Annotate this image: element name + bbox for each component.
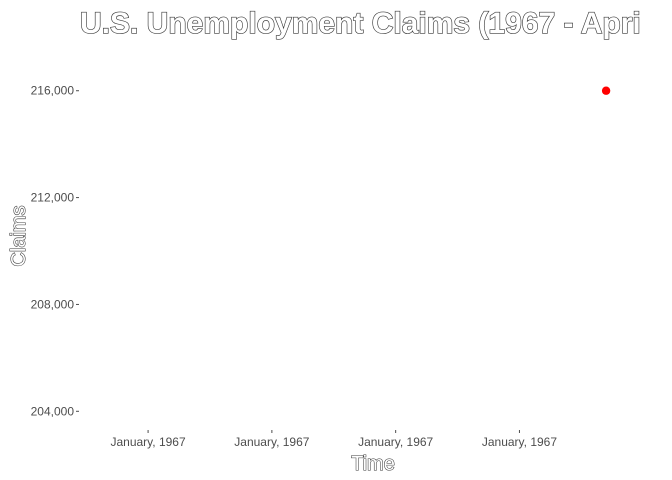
y-axis-title: Claims	[8, 205, 30, 266]
x-axis: January, 1967 January, 1967 January, 1967 J…	[110, 430, 557, 449]
data-point	[601, 86, 611, 95]
y-tick-label: 204,000	[31, 404, 75, 418]
y-tick-label: 216,000	[31, 84, 75, 98]
data-points	[601, 86, 611, 95]
x-tick-label: January, 1967	[482, 435, 557, 449]
x-tick-label: January, 1967	[234, 435, 309, 449]
x-tick-label: January, 1967	[110, 435, 185, 449]
chart-title: U.S. Unemployment Claims (1967 - Apri	[80, 7, 641, 40]
y-tick-label: 212,000	[31, 191, 75, 205]
y-tick-label: 208,000	[31, 297, 75, 311]
x-tick-label: January, 1967	[358, 435, 433, 449]
x-axis-title: Time	[351, 453, 395, 475]
y-axis: 204,000 208,000 212,000 216,000	[31, 84, 79, 418]
